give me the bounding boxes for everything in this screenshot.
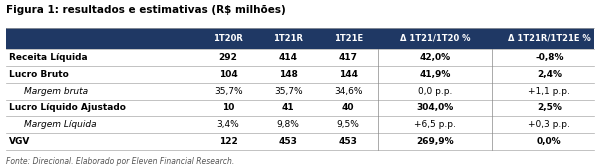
Text: 41,9%: 41,9% [420,70,451,79]
Text: Lucro Bruto: Lucro Bruto [9,70,69,79]
Text: Δ 1T21/1T20 %: Δ 1T21/1T20 % [400,34,470,43]
Text: Fonte: Direcional. Elaborado por Eleven Financial Research.: Fonte: Direcional. Elaborado por Eleven … [6,157,234,166]
Text: 417: 417 [339,53,358,62]
Text: 104: 104 [219,70,237,79]
Text: 453: 453 [279,137,297,146]
Text: -0,8%: -0,8% [535,53,563,62]
Text: +6,5 p.p.: +6,5 p.p. [414,120,456,129]
Text: 3,4%: 3,4% [217,120,240,129]
Text: 144: 144 [339,70,358,79]
Text: 42,0%: 42,0% [420,53,451,62]
Text: Margem bruta: Margem bruta [24,87,88,96]
Text: 122: 122 [219,137,237,146]
Text: 0,0%: 0,0% [537,137,562,146]
Text: 1T20R: 1T20R [213,34,243,43]
Text: 304,0%: 304,0% [417,104,454,113]
Text: 414: 414 [279,53,297,62]
Text: 0,0 p.p.: 0,0 p.p. [418,87,452,96]
Text: 292: 292 [219,53,238,62]
Text: 41: 41 [282,104,294,113]
Text: 9,8%: 9,8% [277,120,300,129]
Text: 453: 453 [339,137,358,146]
Text: 34,6%: 34,6% [334,87,362,96]
Text: 9,5%: 9,5% [337,120,359,129]
Text: +1,1 p.p.: +1,1 p.p. [529,87,570,96]
Text: Margem Líquida: Margem Líquida [24,120,97,129]
Text: 2,5%: 2,5% [537,104,562,113]
Text: +0,3 p.p.: +0,3 p.p. [529,120,570,129]
Text: 1T21R: 1T21R [273,34,303,43]
Text: Figura 1: resultados e estimativas (R$ milhões): Figura 1: resultados e estimativas (R$ m… [6,5,286,15]
Text: Receita Líquida: Receita Líquida [9,53,88,62]
Text: VGV: VGV [9,137,30,146]
Text: 10: 10 [222,104,234,113]
Text: 148: 148 [279,70,297,79]
Text: 35,7%: 35,7% [274,87,302,96]
Text: 269,9%: 269,9% [417,137,454,146]
Text: 40: 40 [342,104,355,113]
Text: Lucro Líquido Ajustado: Lucro Líquido Ajustado [9,104,126,113]
Text: 35,7%: 35,7% [214,87,243,96]
FancyBboxPatch shape [6,28,594,49]
Text: 1T21E: 1T21E [334,34,363,43]
Text: 2,4%: 2,4% [537,70,562,79]
Text: Δ 1T21R/1T21E %: Δ 1T21R/1T21E % [508,34,591,43]
